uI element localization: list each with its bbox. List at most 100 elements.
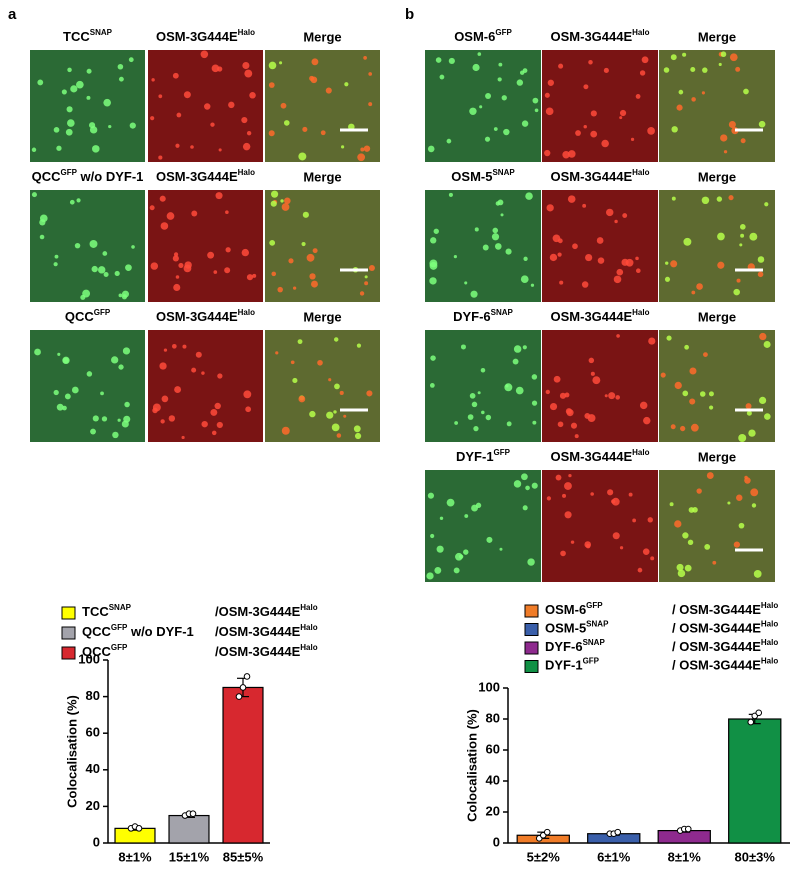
- spot: [298, 152, 307, 161]
- spot: [439, 74, 445, 80]
- spot: [632, 518, 637, 523]
- spot: [118, 76, 124, 82]
- micrograph: [425, 50, 541, 162]
- superscript: GFP: [586, 601, 603, 610]
- spot: [677, 569, 686, 578]
- spot: [172, 255, 179, 262]
- spot: [173, 283, 181, 292]
- spot: [252, 273, 257, 278]
- spot: [336, 433, 342, 438]
- spot: [639, 70, 646, 76]
- x-tick-label: 8±1%: [668, 849, 702, 864]
- spot: [532, 420, 537, 425]
- spot: [118, 364, 124, 370]
- micrograph: [265, 330, 380, 442]
- spot: [669, 502, 674, 507]
- spot: [701, 91, 705, 95]
- spot: [728, 195, 734, 201]
- spot: [436, 545, 444, 553]
- channel-header: TCCSNAP: [63, 28, 113, 44]
- spot: [298, 395, 306, 403]
- spot: [241, 116, 248, 124]
- superscript: SNAP: [491, 308, 514, 317]
- spot: [513, 345, 522, 353]
- spot: [328, 378, 332, 382]
- spot: [473, 425, 479, 432]
- spot: [601, 139, 609, 148]
- spot: [100, 391, 104, 396]
- spot: [740, 233, 745, 238]
- micrograph: [425, 190, 541, 302]
- spot: [439, 516, 444, 520]
- legend-label: DYF-1GFP: [545, 657, 600, 673]
- spot: [647, 127, 655, 135]
- spot: [567, 195, 576, 203]
- micrograph: [30, 50, 145, 162]
- spot: [498, 62, 503, 67]
- channel-header: OSM-5SNAP: [451, 168, 515, 184]
- spot: [31, 192, 37, 198]
- spot: [228, 101, 235, 109]
- spot: [616, 268, 624, 276]
- spot: [86, 371, 93, 377]
- spot: [183, 264, 192, 273]
- data-point: [747, 718, 755, 726]
- spot: [210, 122, 215, 127]
- spot: [635, 94, 641, 99]
- channel-header: Merge: [698, 169, 736, 184]
- spot: [709, 405, 714, 410]
- spot: [200, 50, 209, 59]
- spot: [531, 374, 538, 380]
- spot: [427, 145, 435, 153]
- channel-header: OSM-3G444EHalo: [156, 28, 255, 44]
- text-part: w/o DYF-1: [77, 169, 143, 184]
- spot: [71, 386, 79, 394]
- channel-header: OSM-3G444EHalo: [551, 28, 650, 44]
- spot: [430, 533, 435, 539]
- spot: [89, 126, 98, 134]
- spot: [519, 70, 525, 75]
- spot: [763, 340, 771, 348]
- spot: [522, 505, 528, 511]
- channel-header: Merge: [303, 169, 341, 184]
- spot: [353, 425, 361, 433]
- spot: [635, 268, 641, 274]
- spot: [485, 93, 492, 100]
- text-part: DYF-6: [545, 639, 583, 654]
- spot: [280, 199, 284, 203]
- superscript: SNAP: [90, 28, 113, 37]
- text-part: TCC: [82, 604, 109, 619]
- superscript: GFP: [495, 28, 512, 37]
- spot: [751, 503, 757, 508]
- channel-header: Merge: [698, 29, 736, 44]
- spot: [527, 558, 535, 566]
- spot: [759, 332, 767, 341]
- spot: [368, 264, 375, 272]
- spot: [588, 357, 595, 364]
- superscript: Halo: [761, 601, 778, 610]
- text-part: TCC: [63, 29, 90, 44]
- spot: [625, 258, 634, 267]
- spot: [684, 564, 692, 572]
- spot: [689, 367, 697, 375]
- spot: [683, 237, 692, 246]
- spot: [357, 153, 366, 162]
- spot: [660, 372, 666, 378]
- spot: [246, 274, 254, 281]
- superscript: GFP: [111, 643, 128, 652]
- spot: [674, 520, 682, 528]
- spot: [117, 418, 121, 422]
- x-tick-label: 6±1%: [597, 849, 631, 864]
- spot: [292, 286, 297, 290]
- y-tick-label: 0: [93, 834, 100, 849]
- micrograph: [425, 330, 541, 442]
- spot: [334, 383, 340, 390]
- spot: [463, 549, 469, 555]
- text-part: OSM-3G444E: [156, 29, 238, 44]
- spot: [703, 352, 708, 358]
- spot: [121, 420, 129, 428]
- spot: [477, 52, 482, 56]
- spot: [590, 371, 595, 376]
- spot: [635, 256, 639, 261]
- spot: [53, 262, 58, 267]
